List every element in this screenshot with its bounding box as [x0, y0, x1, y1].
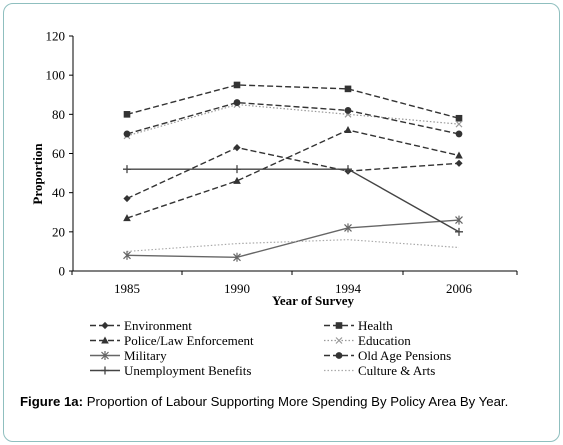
data-point-unemployment-benefits	[455, 227, 463, 236]
series-line-environment	[126, 146, 460, 200]
x-tick-label: 2006	[446, 281, 473, 296]
chart-axes: 0 20 40 60 80 100 120 1985 1990 1994 2006	[46, 29, 518, 296]
series-line-education	[126, 103, 460, 137]
y-tick-label: 0	[59, 264, 66, 279]
series-line-military	[126, 219, 460, 258]
series-line-health	[126, 84, 460, 119]
y-tick-label: 80	[52, 107, 65, 122]
x-axis-label: Year of Survey	[272, 293, 355, 308]
data-point-health	[233, 81, 241, 89]
y-tick-label: 120	[46, 29, 66, 44]
data-point-old-age-pensions	[344, 107, 352, 114]
caption-text: Proportion of Labour Supporting More Spe…	[86, 394, 509, 409]
data-point-environment	[233, 144, 241, 152]
caption-label: Figure 1a:	[20, 394, 84, 409]
series-markers	[123, 81, 463, 262]
data-point-unemployment-benefits	[123, 165, 131, 174]
data-point-health	[344, 85, 352, 93]
data-point-military	[123, 250, 131, 260]
data-point-military	[455, 215, 463, 225]
x-tick-label: 1994	[335, 281, 362, 296]
data-point-old-age-pensions	[455, 130, 463, 138]
y-tick-label: 100	[46, 68, 66, 83]
figure-frame	[3, 3, 560, 442]
series-line-culture-arts	[126, 239, 460, 253]
data-point-military	[233, 252, 241, 262]
data-point-unemployment-benefits	[233, 165, 241, 174]
y-tick-label: 20	[52, 224, 65, 239]
data-point-police-law-enforcement	[344, 126, 352, 133]
data-point-police-law-enforcement	[455, 151, 463, 159]
series-line-police-law-enforcement	[126, 129, 460, 219]
y-axis-label: Proportion	[30, 143, 45, 205]
data-point-environment	[455, 159, 463, 167]
x-tick-label: 1985	[114, 281, 140, 296]
y-tick-label: 40	[52, 185, 65, 200]
y-tick-label: 60	[52, 146, 65, 161]
data-point-unemployment-benefits	[344, 165, 352, 174]
series-line-unemployment-benefits	[127, 168, 460, 233]
data-point-old-age-pensions	[123, 130, 131, 138]
data-point-education	[455, 120, 463, 128]
series-lines	[126, 84, 460, 258]
data-point-health	[455, 114, 463, 122]
data-point-military	[344, 223, 352, 233]
data-point-police-law-enforcement	[123, 214, 131, 222]
data-point-environment	[123, 194, 131, 203]
series-line-old-age-pensions	[126, 101, 460, 135]
data-point-police-law-enforcement	[233, 176, 241, 184]
data-point-old-age-pensions	[233, 99, 241, 106]
data-point-health	[123, 111, 131, 118]
x-tick-label: 1990	[224, 281, 250, 296]
figure-caption: Figure 1a: Proportion of Labour Supporti…	[20, 393, 550, 411]
